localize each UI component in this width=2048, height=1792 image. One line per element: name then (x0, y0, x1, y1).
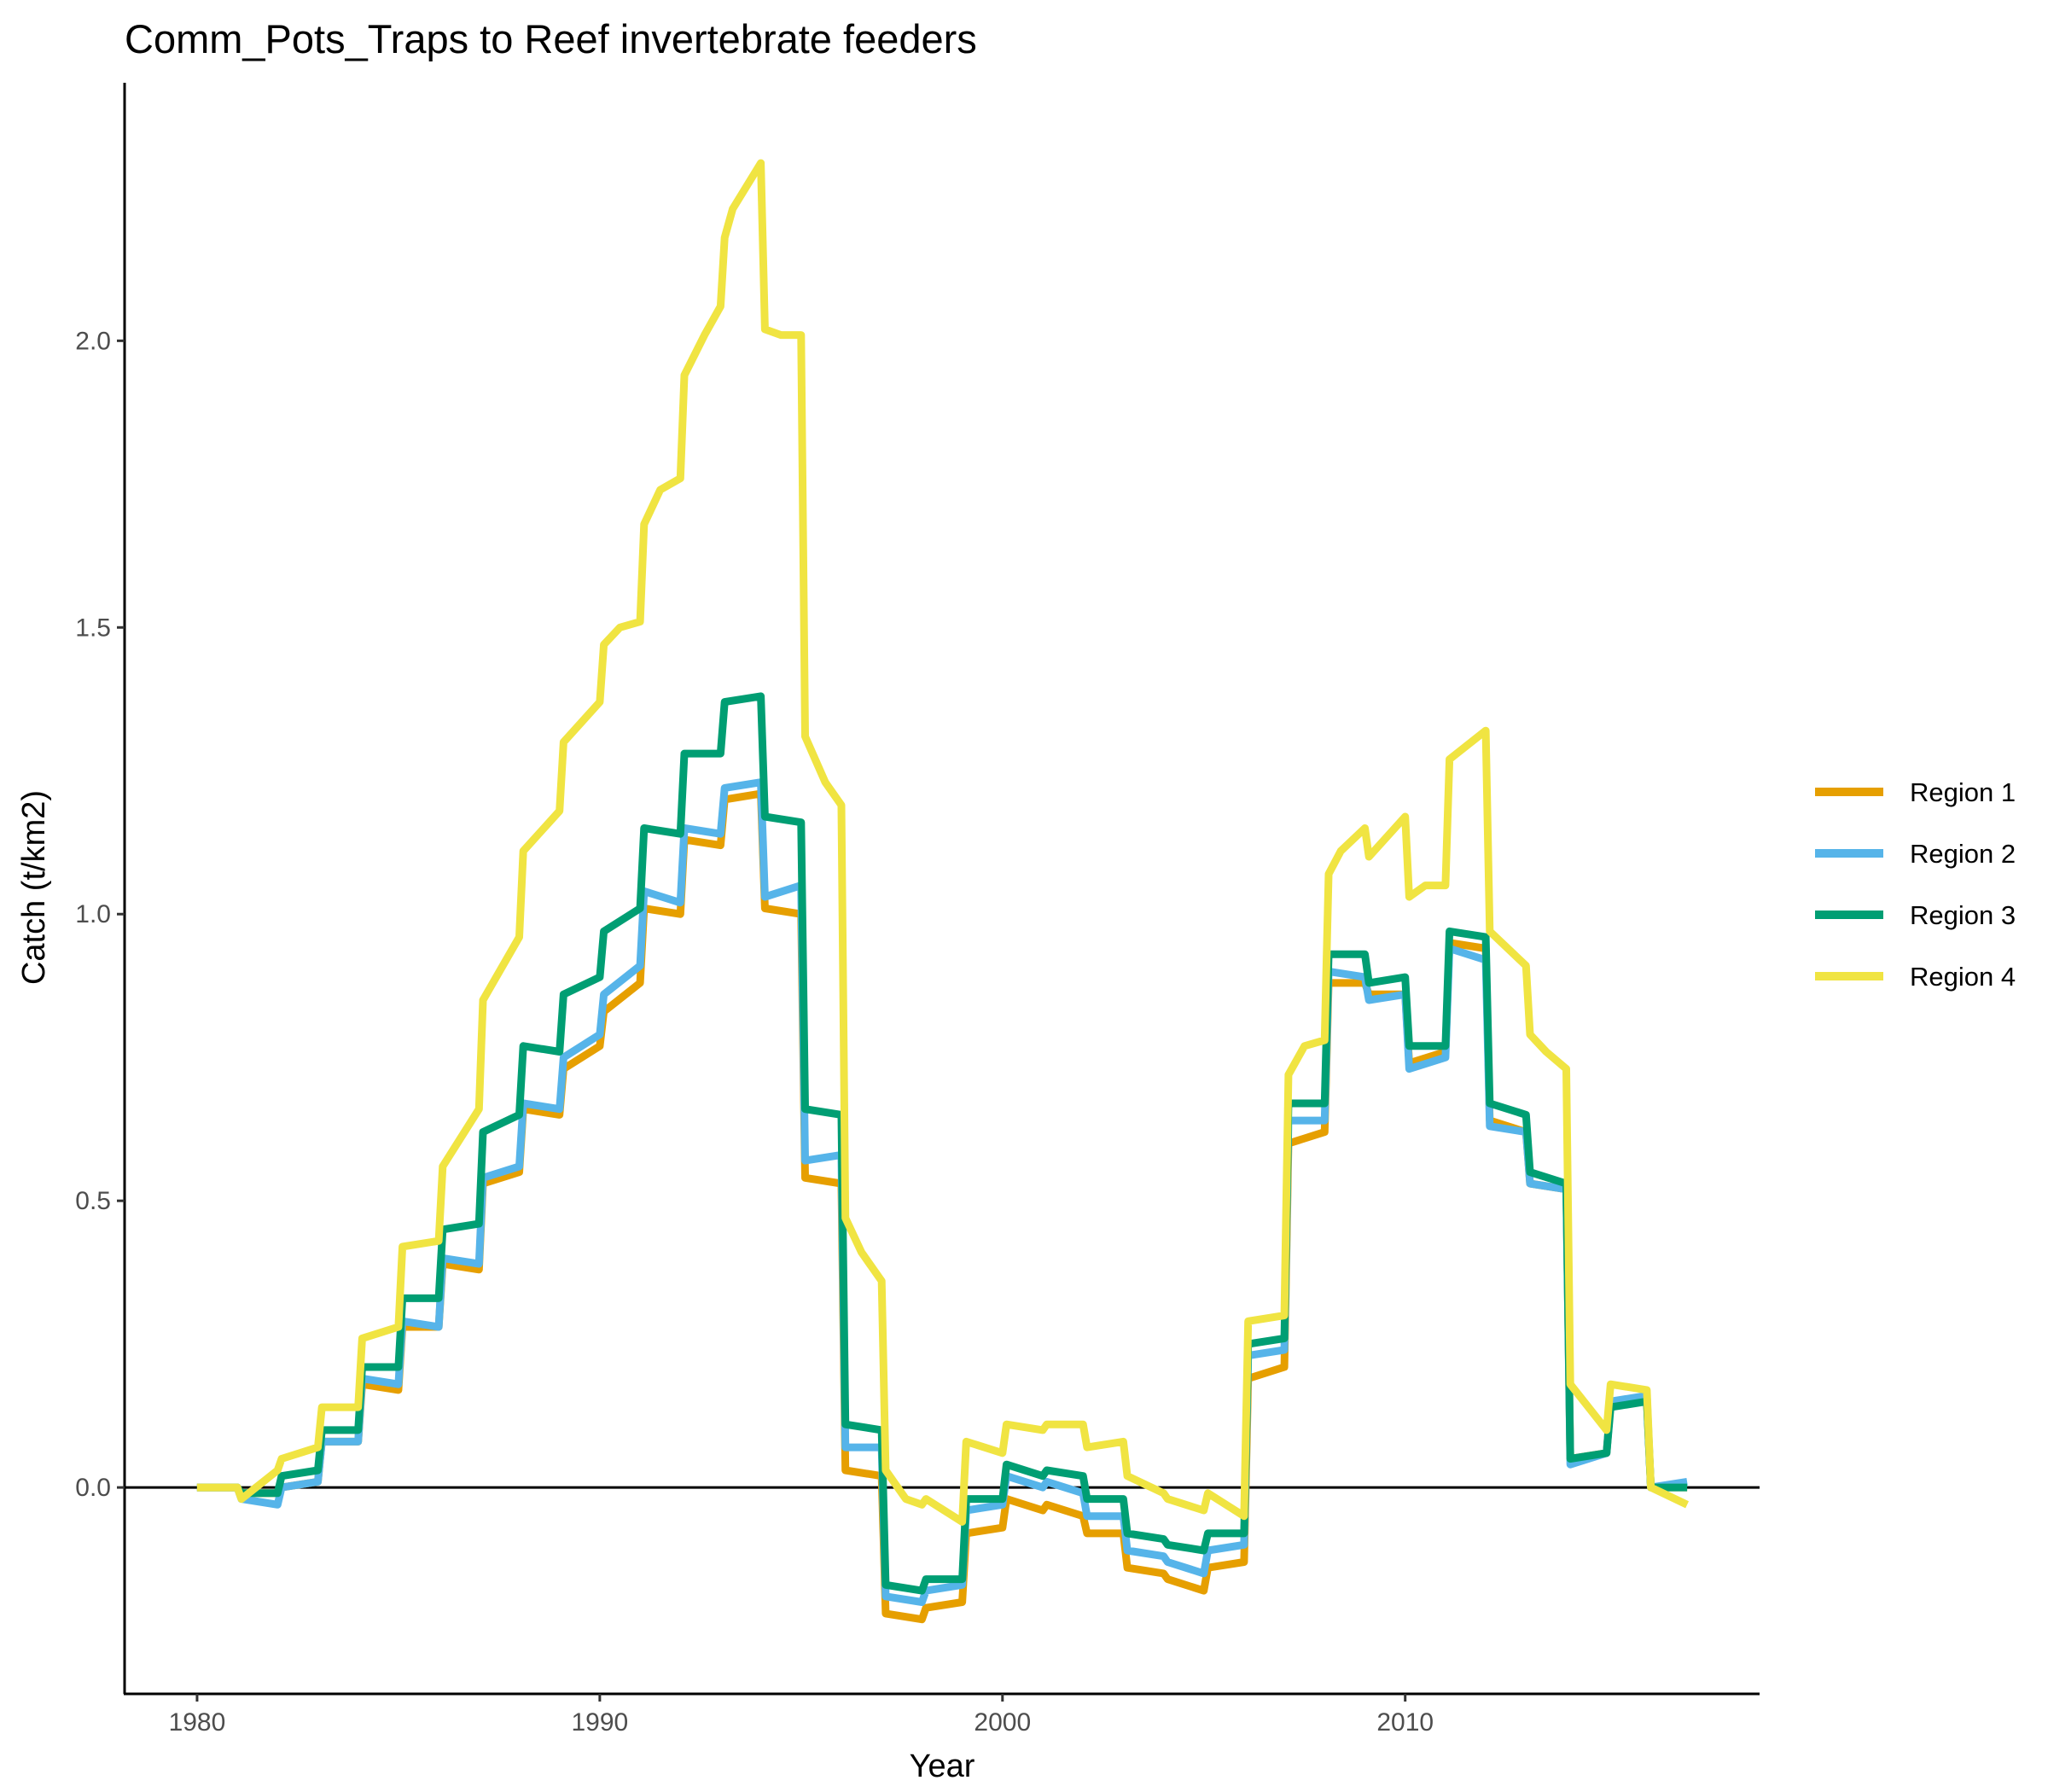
legend-label-region-2: Region 2 (1910, 839, 2016, 869)
series-line-region-3 (196, 692, 1688, 1595)
y-tick-label: 2.0 (75, 327, 111, 355)
series-line-region-2 (196, 778, 1688, 1606)
y-tick-label: 0.5 (75, 1187, 111, 1215)
y-axis-ticks: 0.0 0.5 1.0 1.5 2.0 (75, 327, 125, 1502)
legend-label-region-4: Region 4 (1910, 962, 2016, 992)
legend: Region 1 Region 2 Region 3 Region 4 (1815, 777, 2016, 992)
plot-area (125, 159, 1760, 1624)
x-axis-ticks: 1980 1990 2000 2010 (169, 1694, 1434, 1737)
x-axis-label: Year (910, 1748, 975, 1784)
legend-label-region-1: Region 1 (1910, 777, 2016, 807)
y-tick-label: 0.0 (75, 1474, 111, 1502)
x-tick-label: 1980 (169, 1708, 226, 1737)
y-tick-label: 1.0 (75, 900, 111, 928)
series-line-region-1 (196, 789, 1688, 1624)
legend-label-region-3: Region 3 (1910, 900, 2016, 930)
series-line-region-4 (196, 159, 1690, 1526)
x-tick-label: 2010 (1376, 1708, 1434, 1737)
y-axis-label: Catch (t/km2) (16, 790, 52, 985)
y-tick-label: 1.5 (75, 614, 111, 642)
x-tick-label: 1990 (571, 1708, 628, 1737)
chart-title: Comm_Pots_Traps to Reef invertebrate fee… (125, 16, 977, 61)
x-tick-label: 2000 (974, 1708, 1031, 1737)
